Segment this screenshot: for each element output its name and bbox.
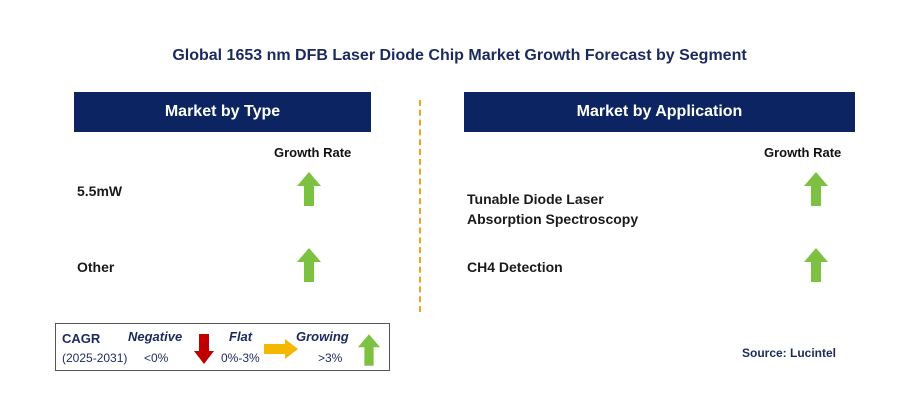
application-row-label: Tunable Diode Laser Absorption Spectrosc… bbox=[467, 189, 638, 229]
type-growth-rate-label: Growth Rate bbox=[274, 145, 352, 160]
legend-growing-label: Growing bbox=[296, 329, 349, 344]
legend-negative-label: Negative bbox=[128, 329, 183, 344]
application-row-label-line: Tunable Diode Laser bbox=[467, 191, 604, 207]
type-panel-header-label: Market by Type bbox=[164, 103, 281, 120]
legend-period: (2025-2031) bbox=[62, 351, 128, 365]
negative-arrow-icon bbox=[193, 333, 215, 365]
application-row-label: CH4 Detection bbox=[467, 259, 563, 275]
page-title: Global 1653 nm DFB Laser Diode Chip Mark… bbox=[172, 47, 747, 64]
legend-cagr-label: CAGR bbox=[62, 331, 101, 346]
growing-arrow-icon bbox=[357, 333, 381, 367]
cagr-legend: CAGR (2025-2031) Negative <0% Flat 0%-3%… bbox=[55, 323, 390, 371]
legend-flat-range: 0%-3% bbox=[221, 351, 260, 365]
application-panel-header-label: Market by Application bbox=[576, 103, 743, 120]
legend-negative-range: <0% bbox=[144, 351, 169, 365]
type-row-label: 5.5mW bbox=[77, 183, 123, 199]
source-note: Source: Lucintel bbox=[742, 346, 837, 360]
growing-arrow-icon bbox=[803, 247, 829, 283]
panel-divider bbox=[419, 100, 421, 312]
growing-arrow-icon bbox=[296, 247, 322, 283]
growing-arrow-icon bbox=[803, 171, 829, 207]
flat-arrow-icon bbox=[263, 338, 299, 360]
application-growth-rate-label: Growth Rate bbox=[764, 145, 842, 160]
type-panel-header: Market by Type bbox=[74, 92, 371, 132]
legend-growing-range: >3% bbox=[318, 351, 343, 365]
application-row-label-line: Absorption Spectroscopy bbox=[467, 211, 639, 227]
growing-arrow-icon bbox=[296, 171, 322, 207]
type-row-label: Other bbox=[77, 259, 115, 275]
legend-flat-label: Flat bbox=[229, 329, 253, 344]
application-panel-header: Market by Application bbox=[464, 92, 855, 132]
